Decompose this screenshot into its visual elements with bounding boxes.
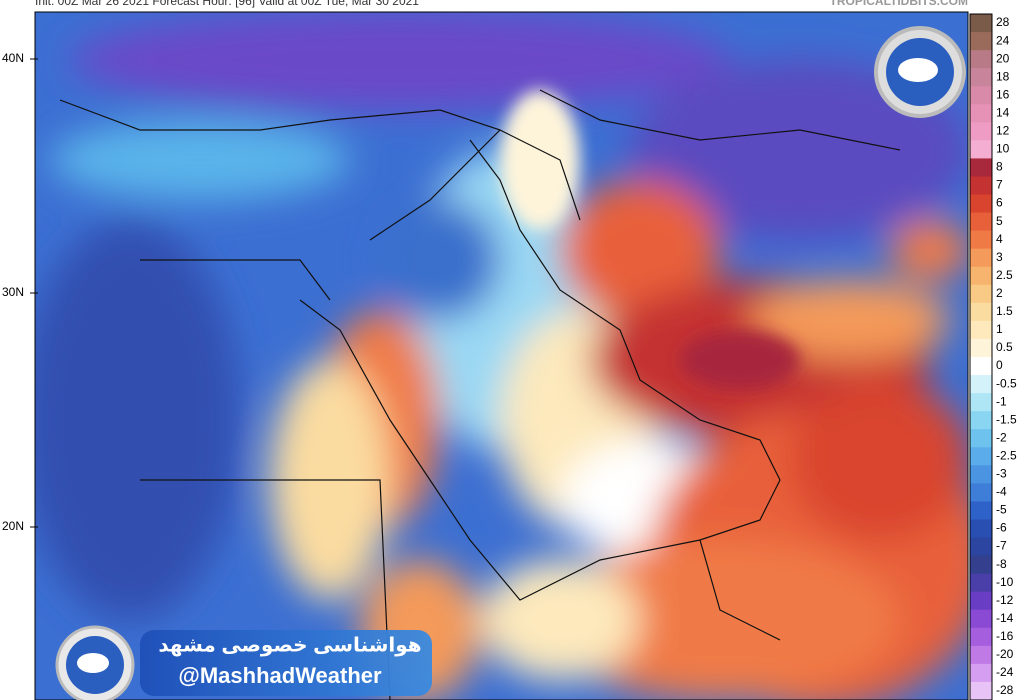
colorbar-label: -4 (996, 485, 1007, 499)
run-info: Init: 00Z Mar 26 2021 Forecast Hour: [96… (35, 0, 419, 8)
colorbar-label: -0.5 (996, 376, 1017, 390)
colorbar-label: 1.5 (996, 304, 1013, 318)
colorbar-label: -3 (996, 467, 1007, 481)
colorbar-label: 2.5 (996, 268, 1013, 282)
watermark-handle: @MashhadWeather (178, 663, 382, 688)
colorbar-label: -10 (996, 575, 1014, 589)
colorbar-label: 20 (996, 51, 1010, 65)
colorbar-label: -16 (996, 629, 1014, 643)
colorbar-label: 12 (996, 124, 1010, 138)
colorbar: 28 24 20 18 16 14 12 10 8 7 6 5 4 3 2.5 2 1.5 1 0.5 0 -0.5 -1… (969, 13, 1017, 700)
colorbar-swatch (970, 555, 992, 575)
colorbar-swatch (970, 302, 992, 322)
colorbar-swatch (970, 68, 992, 87)
logo (874, 26, 966, 118)
colorbar-swatch (970, 32, 992, 51)
colorbar-label: 7 (996, 178, 1003, 192)
colorbar-label: -1 (996, 394, 1007, 408)
colorbar-swatch (970, 429, 992, 448)
colorbar-swatch (970, 176, 992, 196)
colorbar-label: 24 (996, 33, 1010, 47)
lat-label: 20N (2, 519, 24, 533)
colorbar-label: 4 (996, 232, 1003, 246)
colorbar-label: 6 (996, 196, 1003, 210)
colorbar-frame (969, 13, 993, 700)
colorbar-swatch (970, 501, 992, 520)
colorbar-label: 3 (996, 250, 1003, 264)
colorbar-label: 0 (996, 358, 1003, 372)
colorbar-label: 28 (996, 15, 1010, 29)
colorbar-label: -2.5 (996, 448, 1017, 462)
colorbar-swatch (970, 519, 992, 539)
colorbar-label: 18 (996, 69, 1010, 83)
colorbar-swatch (970, 573, 992, 593)
colorbar-swatch (970, 284, 992, 304)
colorbar-label: -14 (996, 611, 1014, 625)
colorbar-swatch (970, 338, 992, 358)
colorbar-swatch (970, 465, 992, 484)
colorbar-swatch (970, 104, 992, 123)
colorbar-label: 1 (996, 322, 1003, 336)
colorbar-label: -12 (996, 593, 1014, 607)
colorbar-label: -8 (996, 557, 1007, 571)
colorbar-label: 0.5 (996, 340, 1013, 354)
colorbar-swatch (970, 50, 992, 69)
colorbar-label: 16 (996, 87, 1010, 101)
colorbar-swatch (970, 194, 992, 214)
colorbar-swatch (970, 627, 992, 647)
colorbar-swatch (970, 393, 992, 412)
colorbar-swatch (970, 609, 992, 629)
colorbar-swatch (970, 411, 992, 430)
temperature-field (35, 12, 968, 700)
site-name: TROPICALTIDBITS.COM (830, 0, 968, 8)
colorbar-label: -20 (996, 647, 1014, 661)
colorbar-swatch (970, 483, 992, 502)
colorbar-label: -28 (996, 683, 1014, 697)
colorbar-swatch (970, 230, 992, 250)
colorbar-swatch (970, 266, 992, 286)
colorbar-swatch (970, 591, 992, 611)
watermark-title: هواشناسی خصوصی مشهد (158, 634, 421, 656)
lat-axis: 40N 30N 20N (2, 51, 38, 533)
colorbar-swatch (970, 86, 992, 105)
watermark: هواشناسی خصوصی مشهد @MashhadWeather (55, 625, 432, 700)
colorbar-swatch (970, 122, 992, 141)
colorbar-swatch (970, 248, 992, 268)
borders (59, 89, 901, 700)
colorbar-label: -24 (996, 665, 1014, 679)
colorbar-swatch (970, 447, 992, 466)
colorbar-label: -6 (996, 521, 1007, 535)
map-frame (34, 11, 969, 700)
colorbar-swatch (970, 158, 992, 177)
colorbar-label: -1.5 (996, 412, 1017, 426)
colorbar-label: 10 (996, 142, 1010, 156)
colorbar-swatch (970, 537, 992, 557)
colorbar-swatch (970, 681, 992, 700)
colorbar-label: -5 (996, 503, 1007, 517)
lat-label: 30N (2, 285, 24, 299)
colorbar-swatch (970, 212, 992, 232)
colorbar-swatch (970, 140, 992, 159)
colorbar-swatch (970, 357, 992, 376)
colorbar-label: -7 (996, 539, 1007, 553)
colorbar-swatch (970, 320, 992, 340)
colorbar-label: -2 (996, 430, 1007, 444)
colorbar-swatch (970, 645, 992, 665)
colorbar-swatch (970, 14, 992, 33)
colorbar-label: 14 (996, 105, 1010, 119)
lat-label: 40N (2, 51, 24, 65)
colorbar-label: 2 (996, 286, 1003, 300)
colorbar-label: 5 (996, 214, 1003, 228)
colorbar-swatch (970, 375, 992, 394)
colorbar-label: 8 (996, 160, 1003, 174)
colorbar-swatch (970, 663, 992, 683)
